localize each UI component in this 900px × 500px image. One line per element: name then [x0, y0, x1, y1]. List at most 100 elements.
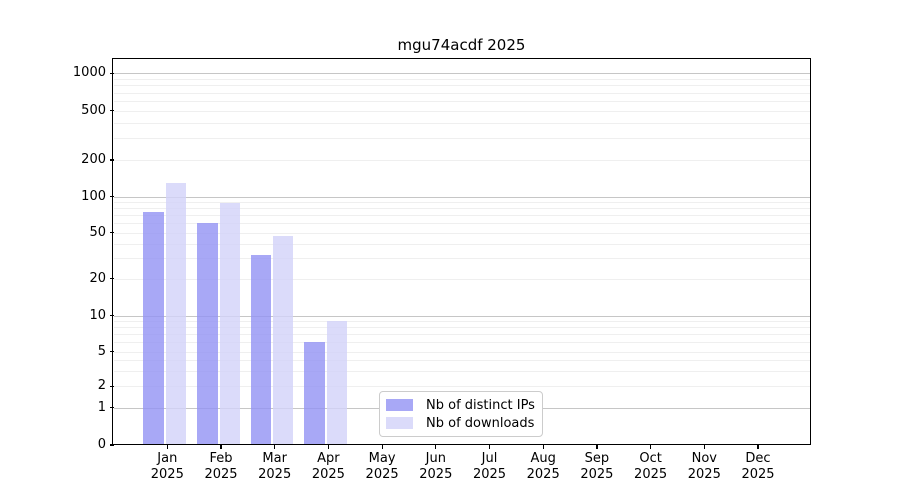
x-tick-label: Dec 2025 — [726, 451, 790, 483]
x-tick-label: Feb 2025 — [189, 451, 253, 483]
x-tick-month: Sep — [584, 450, 610, 466]
minor-gridline — [113, 85, 811, 87]
x-tick-month: Nov — [691, 450, 717, 466]
minor-gridline — [113, 78, 811, 80]
bar-downloads-mar — [273, 235, 294, 445]
minor-gridline — [113, 122, 811, 124]
y-tick-label: 200 — [81, 152, 106, 167]
plot-area — [113, 59, 811, 445]
x-tick-mark — [435, 444, 437, 449]
x-tick-month: May — [368, 450, 396, 466]
bar-distinct-ips-apr — [304, 342, 325, 445]
minor-gridline — [113, 215, 811, 217]
minor-gridline — [113, 243, 811, 245]
y-tick-label: 10 — [89, 307, 106, 323]
x-tick-label: Mar 2025 — [243, 451, 307, 483]
y-tick-label: 0 — [97, 437, 106, 452]
y-tick-mark — [109, 315, 114, 317]
y-tick-label: 50 — [89, 224, 106, 240]
minor-gridline — [113, 92, 811, 94]
x-tick-mark — [381, 444, 383, 449]
chart-title: mgu74acdf 2025 — [397, 36, 526, 54]
minor-gridline — [113, 360, 811, 362]
x-tick-month: Jul — [481, 450, 498, 466]
x-tick-label: Sep 2025 — [565, 451, 629, 483]
x-tick-mark — [650, 444, 652, 449]
y-tick-mark — [109, 72, 114, 74]
x-tick-month: Feb — [209, 450, 233, 466]
x-tick-month: Aug — [530, 450, 556, 466]
x-tick-year: 2025 — [258, 466, 292, 482]
x-tick-mark — [488, 444, 491, 449]
y-tick-mark — [109, 232, 114, 234]
legend-row-downloads: Nb of downloads — [386, 414, 534, 432]
minor-gridline — [113, 321, 811, 323]
minor-gridline — [113, 110, 811, 112]
x-tick-month: Jan — [157, 450, 178, 466]
legend: Nb of distinct IPs Nb of downloads — [379, 391, 543, 437]
y-tick-label: 2 — [97, 378, 106, 394]
minor-gridline — [113, 100, 811, 102]
x-tick-year: 2025 — [687, 466, 721, 482]
bar-distinct-ips-feb — [197, 223, 218, 445]
x-tick-label: Nov 2025 — [672, 451, 736, 483]
minor-gridline — [113, 334, 811, 336]
bar-distinct-ips-jan — [143, 211, 164, 445]
x-tick-month: Oct — [639, 450, 662, 466]
x-tick-mark — [757, 444, 759, 449]
minor-gridline — [113, 258, 811, 260]
y-tick-mark — [109, 406, 114, 409]
minor-gridline — [113, 370, 811, 372]
x-tick-year: 2025 — [311, 466, 345, 482]
x-tick-year: 2025 — [472, 466, 507, 482]
y-tick-mark — [109, 196, 114, 198]
y-tick-label: 1 — [97, 399, 106, 415]
minor-gridline — [113, 327, 811, 329]
x-tick-label: May 2025 — [350, 451, 414, 483]
y-tick-mark — [109, 278, 114, 280]
x-tick-year: 2025 — [634, 466, 668, 482]
minor-gridline — [113, 342, 811, 344]
y-tick-mark — [109, 444, 114, 446]
minor-gridline — [113, 351, 811, 353]
minor-gridline — [113, 160, 811, 161]
bar-downloads-apr — [326, 321, 347, 445]
bar-downloads-jan — [165, 182, 186, 445]
x-tick-mark — [703, 444, 705, 449]
y-tick-label: 5 — [97, 343, 106, 359]
x-tick-year: 2025 — [365, 466, 399, 482]
minor-gridline — [113, 232, 811, 234]
bar-distinct-ips-mar — [250, 255, 272, 445]
major-gridline — [113, 73, 811, 75]
legend-row-distinct-ips: Nb of distinct IPs — [386, 396, 535, 414]
x-tick-label: Aug 2025 — [511, 451, 575, 483]
y-tick-label: 100 — [81, 188, 106, 204]
x-tick-label: Jun 2025 — [404, 451, 468, 483]
x-tick-month: Mar — [262, 450, 287, 466]
x-tick-year: 2025 — [150, 466, 184, 482]
minor-gridline — [113, 138, 811, 140]
major-gridline — [113, 196, 811, 198]
x-tick-mark — [166, 444, 168, 449]
x-tick-label: Oct 2025 — [619, 451, 683, 483]
x-tick-label: Jan 2025 — [135, 451, 199, 483]
x-tick-label: Apr 2025 — [296, 451, 360, 483]
minor-gridline — [113, 208, 811, 210]
y-tick-mark — [109, 110, 114, 112]
x-tick-mark — [327, 444, 330, 449]
x-tick-month: Apr — [317, 450, 340, 466]
y-tick-label: 20 — [89, 270, 106, 286]
x-tick-year: 2025 — [204, 466, 238, 482]
x-tick-year: 2025 — [741, 466, 775, 482]
legend-swatch-downloads — [386, 417, 413, 429]
x-tick-year: 2025 — [526, 466, 560, 482]
legend-swatch-distinct-ips — [386, 399, 413, 411]
y-tick-label: 1000 — [72, 65, 106, 81]
x-tick-month: Dec — [745, 450, 771, 466]
x-tick-mark — [220, 444, 222, 449]
x-tick-month: Jun — [425, 450, 446, 466]
minor-gridline — [113, 278, 811, 280]
x-tick-year: 2025 — [580, 466, 614, 482]
x-tick-year: 2025 — [419, 466, 453, 482]
